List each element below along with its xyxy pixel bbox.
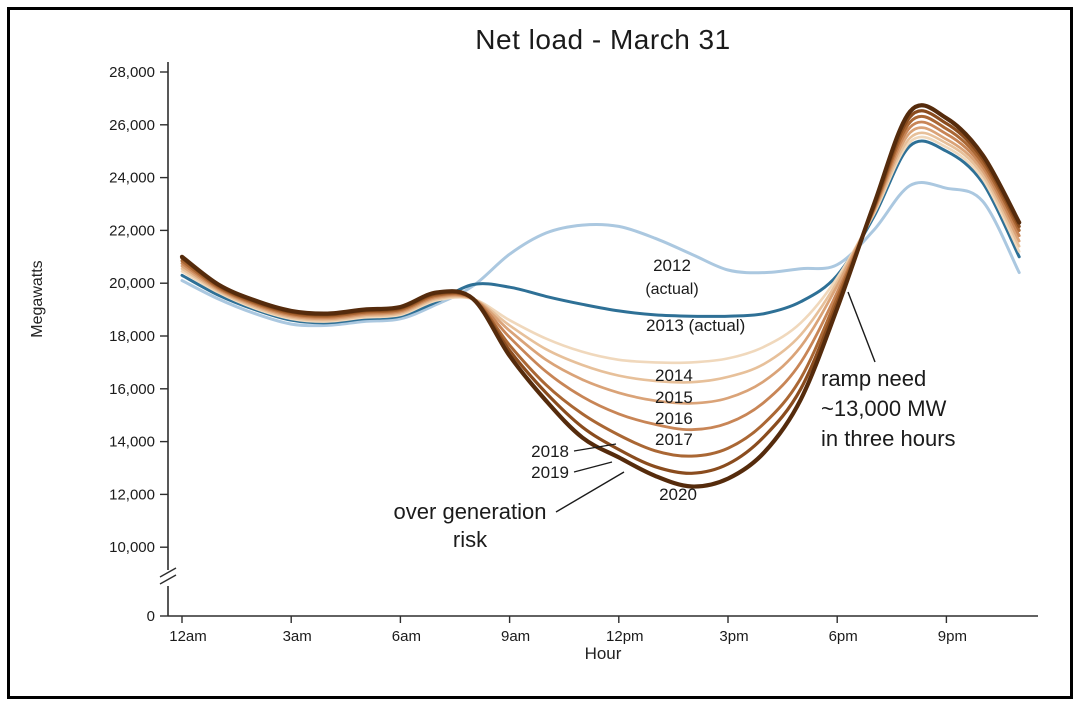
series-label-actual: (actual): [645, 281, 698, 298]
series-label-2014: 2014: [655, 366, 693, 385]
axis-break-slash: [159, 567, 177, 578]
y-tick-label-14-000: 14,000: [109, 434, 155, 451]
callout-text-over-generation-risk: risk: [453, 527, 488, 552]
y-tick-label-24-000: 24,000: [109, 170, 155, 187]
series-label-2019: 2019: [531, 463, 569, 482]
y-tick-label-28-000: 28,000: [109, 64, 155, 81]
series-label-2012: 2012: [653, 256, 691, 275]
x-tick-label-3pm: 3pm: [719, 628, 748, 645]
axis-break-gap: [164, 570, 172, 586]
x-tick-label-12pm: 12pm: [606, 628, 644, 645]
series-label-2018: 2018: [531, 442, 569, 461]
label-leader-line: [573, 461, 613, 473]
series-label-2013-actual: 2013 (actual): [646, 316, 745, 335]
chart-title: Net load - March 31: [475, 24, 731, 55]
x-axis-title: Hour: [584, 644, 622, 663]
y-tick-label-20-000: 20,000: [109, 275, 155, 292]
y-tick-label-16-000: 16,000: [109, 381, 155, 398]
callout-text-ramp-need: ramp need: [821, 366, 926, 391]
series-label-2017: 2017: [655, 430, 693, 449]
callout-text-ramp-need: ~13,000 MW: [821, 396, 947, 421]
x-tick-label-9am: 9am: [501, 628, 530, 645]
callout-text-ramp-need: in three hours: [821, 426, 956, 451]
y-tick-label-26-000: 26,000: [109, 117, 155, 134]
y-tick-label-0: 0: [147, 608, 155, 625]
y-tick-label-18-000: 18,000: [109, 328, 155, 345]
series-label-2020: 2020: [659, 485, 697, 504]
y-axis-title: Megawatts: [29, 260, 46, 338]
x-tick-label-3am: 3am: [283, 628, 312, 645]
callout-leader-ramp-need: [847, 291, 876, 363]
x-tick-label-6pm: 6pm: [829, 628, 858, 645]
x-tick-label-12am: 12am: [169, 628, 207, 645]
series-line-2012-actual: [180, 181, 1021, 328]
y-tick-label-12-000: 12,000: [109, 486, 155, 503]
x-tick-label-6am: 6am: [392, 628, 421, 645]
axis-break-slash: [159, 574, 177, 585]
series-line-2014: [180, 135, 1021, 365]
x-tick-label-9pm: 9pm: [938, 628, 967, 645]
y-tick-label-10-000: 10,000: [109, 539, 155, 556]
callout-text-over-generation-risk: over generation: [394, 499, 547, 524]
series-label-2015: 2015: [655, 388, 693, 407]
label-leader-line: [573, 443, 617, 452]
callout-leader-over-generation-risk: [555, 471, 625, 513]
series-label-2016: 2016: [655, 409, 693, 428]
series-line-2020: [179, 103, 1022, 489]
y-tick-label-22-000: 22,000: [109, 222, 155, 239]
